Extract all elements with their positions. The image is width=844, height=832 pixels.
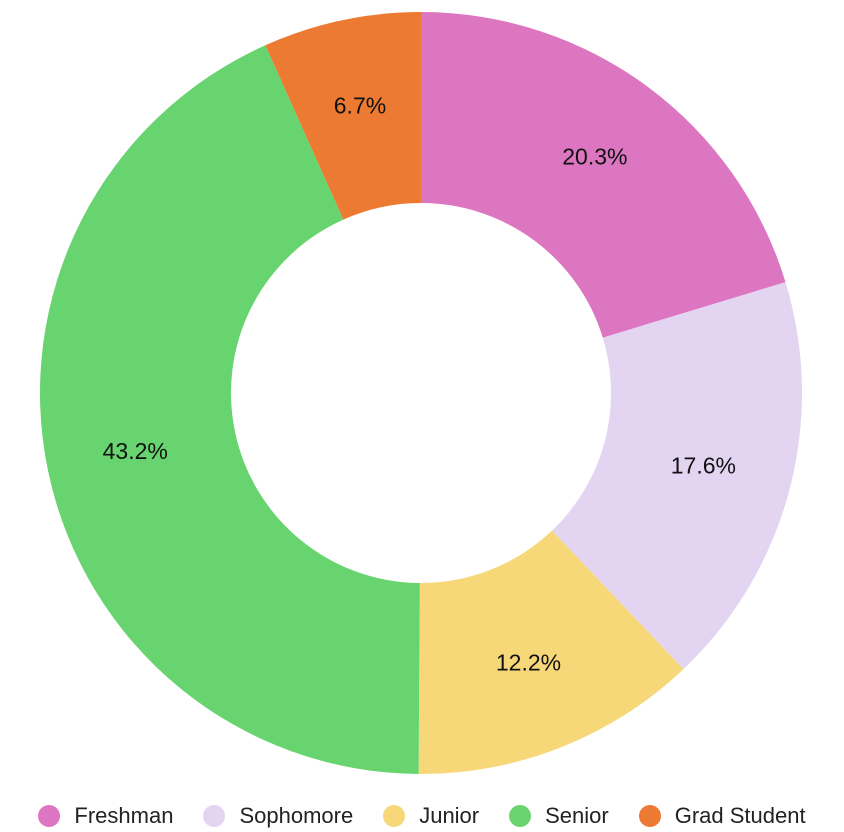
legend-swatch <box>509 805 532 827</box>
legend-item: Freshman <box>38 803 173 829</box>
legend-swatch <box>383 805 406 827</box>
legend-label: Senior <box>545 803 609 828</box>
legend: Freshman Sophomore Junior Senior Grad Studen… <box>0 800 844 832</box>
slice <box>551 282 802 670</box>
legend-swatch <box>38 805 61 827</box>
legend-item: Senior <box>509 803 609 829</box>
legend-item: Junior <box>383 803 479 829</box>
data-label: 12.2% <box>496 650 561 676</box>
legend-label: Grad Student <box>674 803 806 828</box>
legend-item: Grad Student <box>638 803 806 829</box>
legend-swatch <box>203 805 226 827</box>
legend-label: Sophomore <box>239 803 354 828</box>
legend-label: Freshman <box>74 803 174 828</box>
data-label: 20.3% <box>562 143 627 169</box>
legend-swatch <box>638 805 661 827</box>
slice <box>40 45 420 774</box>
data-label: 43.2% <box>103 438 168 464</box>
slice <box>421 12 786 338</box>
data-label: 6.7% <box>334 93 386 119</box>
data-label: 17.6% <box>671 452 736 478</box>
slice <box>265 12 421 220</box>
legend-label: Junior <box>419 803 480 828</box>
legend-item: Sophomore <box>203 803 353 829</box>
chart: 20.3% 17.6% 12.2% 43.2% 6.7% <box>40 12 802 775</box>
slice <box>418 530 684 775</box>
